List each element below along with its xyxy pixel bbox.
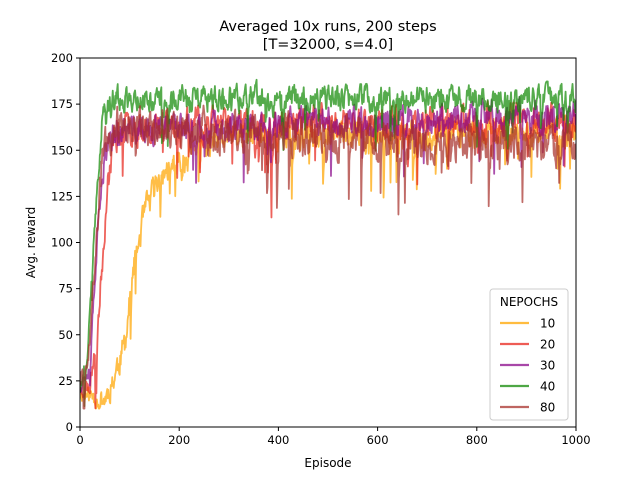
x-tick-label: 800	[466, 433, 488, 447]
legend: NEPOCHS 10 20 30 40 80	[489, 288, 569, 421]
y-tick-label: 175	[51, 97, 73, 111]
x-tick-label: 200	[168, 433, 190, 447]
y-tick-label: 50	[58, 328, 73, 342]
legend-label-30: 30	[540, 359, 555, 373]
legend-label-80: 80	[540, 401, 555, 415]
y-tick-label: 125	[51, 189, 73, 203]
y-axis-label: Avg. reward	[24, 207, 38, 278]
y-tick-label: 25	[58, 374, 73, 388]
legend-entries: 10 20 30 40 80	[500, 317, 555, 415]
axis-ticks: 0 200 400 600 800 1000 0 25 50 75 100 125 150 175 200	[51, 51, 591, 447]
chart-subtitle: [T=32000, s=4.0]	[263, 37, 393, 53]
legend-label-40: 40	[540, 380, 555, 394]
series-layer	[80, 78, 576, 410]
y-tick-label: 100	[51, 236, 73, 250]
x-tick-label: 400	[267, 433, 289, 447]
legend-label-10: 10	[540, 317, 555, 331]
series-line-80	[80, 104, 576, 410]
x-axis-label: Episode	[304, 456, 351, 470]
y-tick-label: 0	[66, 420, 73, 434]
x-tick-label: 600	[367, 433, 389, 447]
y-tick-label: 75	[58, 282, 73, 296]
legend-title: NEPOCHS	[500, 295, 558, 309]
x-tick-label: 0	[76, 433, 83, 447]
legend-box	[489, 288, 569, 421]
y-tick-label: 150	[51, 143, 73, 157]
chart-title: Averaged 10x runs, 200 steps	[219, 19, 436, 35]
y-tick-label: 200	[51, 51, 73, 65]
legend-label-20: 20	[540, 338, 555, 352]
x-tick-label: 1000	[561, 433, 590, 447]
